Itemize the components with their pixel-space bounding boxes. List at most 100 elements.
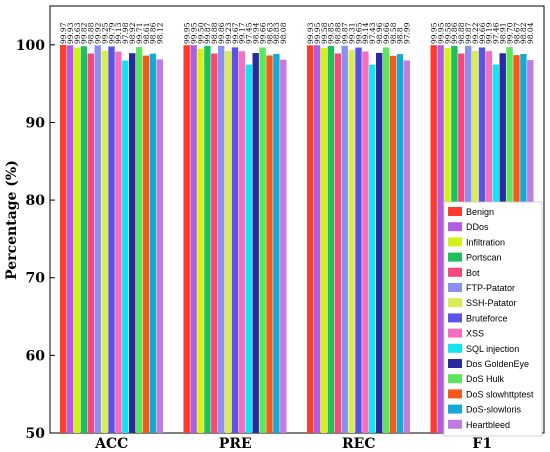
bar-acc-dos-slowhttptest — [142, 55, 150, 434]
bar-pre-ftp-patator — [218, 45, 225, 433]
data-label: 97.98 — [121, 22, 130, 44]
data-label: 99.86 — [450, 22, 459, 44]
legend-swatch — [448, 343, 462, 353]
bar-acc-dos-slowloris — [149, 53, 157, 434]
data-label: 99.19 — [485, 22, 494, 44]
bar-rec-ddos — [313, 45, 321, 434]
data-label: 97.99 — [403, 22, 412, 44]
legend-label: DoS slowhttptest — [466, 389, 534, 399]
data-label: 99.66 — [382, 22, 391, 44]
data-label: 99.25 — [100, 22, 109, 44]
bar-pre-dos-slowloris — [273, 53, 280, 434]
data-label: 98.63 — [265, 22, 274, 44]
data-label: 99.95 — [436, 22, 445, 44]
bar-pre-ssh-patator — [224, 50, 232, 434]
data-label: 99.14 — [361, 22, 370, 44]
legend-label: FTP-Patator — [466, 283, 515, 293]
data-label: 98.88 — [457, 22, 466, 44]
bar-pre-heartbleed — [280, 59, 287, 433]
data-label: 99.87 — [464, 22, 473, 44]
legend-label: DoS-slowloris — [466, 405, 522, 415]
legend-swatch — [448, 207, 462, 216]
bar-acc-ftp-patator — [94, 45, 101, 433]
data-label: 99.63 — [73, 22, 82, 44]
bar-rec-dos-goldeneye — [376, 52, 383, 433]
bar-pre-bruteforce — [231, 47, 239, 433]
bar-acc-ssh-patator — [101, 50, 108, 433]
bar-acc-xss — [115, 51, 122, 433]
data-label: 99.58 — [443, 22, 452, 44]
bar-pre-infiltration — [197, 48, 204, 433]
data-label: 98.88 — [334, 22, 343, 44]
data-label: 99.92 — [93, 22, 102, 44]
legend-swatch — [448, 252, 462, 262]
legend-label: DDos — [466, 222, 489, 232]
bar-rec-dos-slowhttptest — [389, 55, 397, 434]
data-label: 99.79 — [107, 22, 116, 44]
bar-rec-ftp-patator — [341, 45, 348, 433]
data-label: 98.88 — [210, 22, 219, 44]
bar-acc-sql-injection — [122, 60, 129, 433]
legend-swatch — [448, 374, 462, 384]
bar-rec-bot — [334, 53, 341, 433]
data-label: 99.50 — [196, 22, 205, 44]
data-label: 98.91 — [498, 23, 507, 44]
y-tick-label: 100 — [16, 38, 45, 54]
data-label: 98.08 — [279, 22, 288, 44]
bar-rec-benign — [307, 45, 314, 434]
legend-label: Portscan — [466, 253, 502, 263]
legend-label: SQL injection — [466, 344, 519, 354]
data-label: 97.46 — [492, 22, 501, 44]
legend-label: DoS Hulk — [466, 374, 505, 384]
data-label: 99.67 — [231, 22, 240, 44]
bar-pre-portscan — [204, 45, 211, 433]
data-label: 99.71 — [135, 23, 144, 44]
data-label: 98.61 — [142, 23, 151, 44]
bar-rec-bruteforce — [355, 47, 362, 433]
data-label: 99.93 — [306, 22, 315, 44]
y-tick-label: 90 — [26, 115, 46, 131]
y-axis-label: Percentage (%) — [4, 160, 20, 280]
data-label: 99.17 — [238, 22, 247, 44]
data-label: 99.82 — [80, 22, 89, 44]
bar-acc-dos-goldeneye — [129, 53, 136, 433]
data-label: 99.93 — [66, 22, 75, 44]
data-label: 98.92 — [128, 22, 137, 44]
bar-acc-dos-hulk — [135, 47, 143, 433]
data-label: 98.58 — [389, 22, 398, 44]
bar-pre-dos-slowhttptest — [266, 55, 273, 433]
bar-pre-ddos — [190, 45, 197, 434]
bar-acc-ddos — [66, 45, 74, 434]
data-label: 99.95 — [429, 22, 438, 44]
data-label: 99.66 — [258, 22, 267, 44]
data-label: 99.87 — [340, 22, 349, 44]
bar-f1-ddos — [437, 45, 444, 434]
bar-pre-sql-injection — [245, 64, 252, 434]
legend-label: XSS — [466, 329, 484, 339]
bar-rec-xss — [362, 51, 369, 434]
data-label: 99.70 — [505, 22, 514, 44]
data-label: 99.95 — [189, 22, 198, 44]
bar-pre-dos-hulk — [259, 47, 266, 434]
legend-label: Infiltration — [466, 237, 505, 247]
data-label: 99.66 — [478, 22, 487, 44]
legend-swatch — [448, 298, 462, 308]
y-tick-label: 50 — [26, 426, 46, 442]
data-label: 99.95 — [182, 22, 191, 44]
legend-label: Benign — [466, 207, 494, 217]
bar-acc-benign — [60, 45, 67, 434]
data-label: 98.96 — [375, 22, 384, 44]
data-label: 98.94 — [251, 22, 260, 44]
data-label: 98.83 — [272, 22, 281, 44]
data-label: 97.45 — [245, 22, 254, 44]
x-tick-label: ACC — [94, 436, 128, 452]
legend-swatch — [448, 404, 462, 414]
legend-swatch — [448, 313, 462, 323]
x-tick-label: PRE — [219, 436, 252, 452]
bar-rec-sql-injection — [369, 64, 376, 434]
legend-swatch — [448, 237, 462, 247]
legend-swatch — [448, 222, 462, 232]
bar-acc-portscan — [80, 46, 88, 433]
legend-swatch — [448, 283, 462, 292]
